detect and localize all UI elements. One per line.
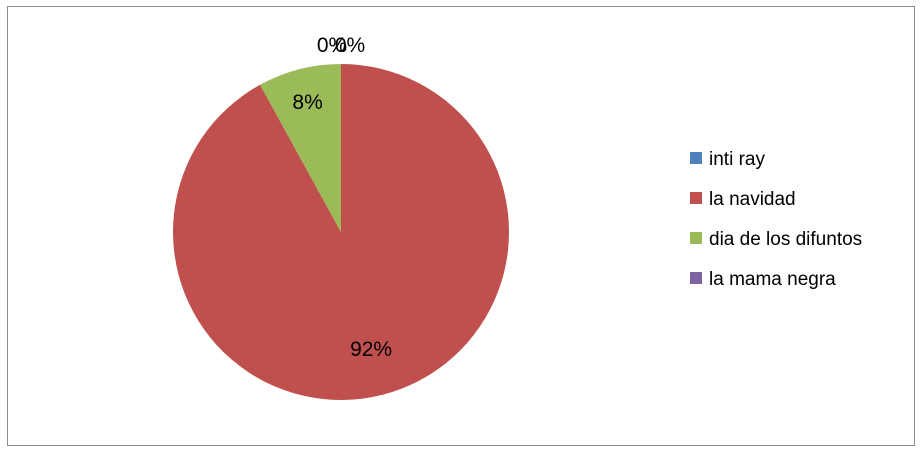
- data-labels: 0% 92% 8% 0%: [292, 34, 392, 361]
- legend-label-dia-de-los-difuntos: dia de los difuntos: [709, 229, 862, 250]
- legend: inti ray la navidad dia de los difuntos la …: [690, 149, 862, 290]
- legend-swatch-inti-ray: [690, 152, 702, 164]
- legend-label-inti-ray: inti ray: [709, 149, 765, 170]
- pie-slice-dia-de-los-difuntos: [260, 64, 341, 232]
- legend-swatch-la-navidad: [690, 192, 702, 204]
- legend-label-la-navidad: la navidad: [709, 189, 796, 210]
- pie-slice-la-navidad: [172, 64, 509, 400]
- pie-slices: [172, 64, 509, 400]
- data-label-inti-ray: 0%: [317, 34, 347, 57]
- data-label-la-mama-negra: 0%: [335, 34, 365, 57]
- legend-swatch-dia-de-los-difuntos: [690, 232, 702, 244]
- data-label-dia-de-los-difuntos: 8%: [292, 91, 322, 114]
- legend-label-la-mama-negra: la mama negra: [709, 269, 836, 290]
- data-label-la-navidad: 92%: [350, 338, 392, 361]
- legend-swatch-la-mama-negra: [690, 272, 702, 284]
